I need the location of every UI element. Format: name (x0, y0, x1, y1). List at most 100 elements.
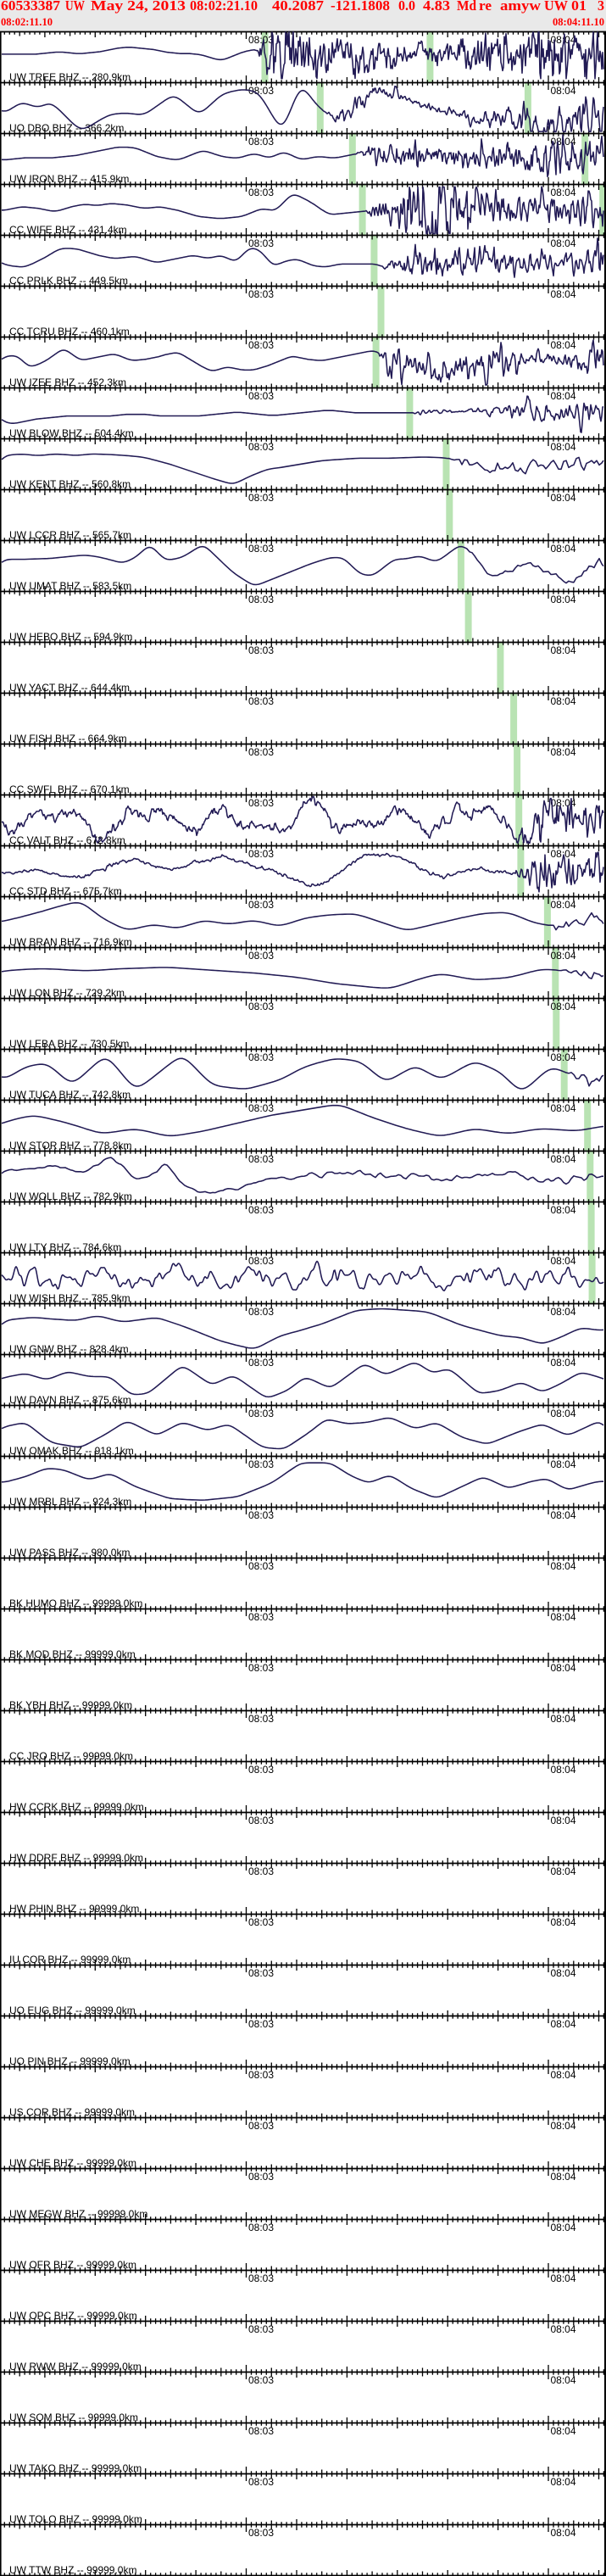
svg-text:08:04: 08:04 (551, 1509, 576, 1521)
svg-text:08:04: 08:04 (551, 2069, 576, 2081)
svg-text:08:04: 08:04 (551, 1611, 576, 1623)
svg-text:UO EUG BHZ -- 99999.0km: UO EUG BHZ -- 99999.0km (9, 2004, 136, 2016)
svg-text:UW CHE BHZ -- 99999.0km: UW CHE BHZ -- 99999.0km (9, 2157, 136, 2169)
svg-text:08:04: 08:04 (551, 187, 576, 198)
svg-text:UW MEGW BHZ -- 99999.0km: UW MEGW BHZ -- 99999.0km (9, 2208, 147, 2220)
svg-text:HW DDRF BHZ -- 99999.0km: HW DDRF BHZ -- 99999.0km (9, 1852, 143, 1864)
svg-text:08:03: 08:03 (248, 1916, 274, 1928)
svg-text:UW BRAN BHZ -- 716.9km: UW BRAN BHZ -- 716.9km (9, 936, 132, 948)
svg-text:UW: UW (65, 0, 85, 14)
svg-text:UW LTY BHZ -- 784.6km: UW LTY BHZ -- 784.6km (9, 1241, 121, 1253)
svg-text:08:04: 08:04 (551, 950, 576, 962)
svg-text:08:03: 08:03 (248, 1967, 274, 1979)
svg-text:08:03: 08:03 (248, 950, 274, 962)
svg-text:UW TAKO BHZ -- 99999.0km: UW TAKO BHZ -- 99999.0km (9, 2462, 142, 2474)
svg-text:08:04: 08:04 (551, 1560, 576, 1572)
svg-text:08:04: 08:04 (551, 1865, 576, 1877)
svg-text:08:04: 08:04 (551, 1713, 576, 1725)
svg-text:08:03: 08:03 (248, 441, 274, 453)
svg-text:08:03: 08:03 (248, 2120, 274, 2132)
svg-text:08:04: 08:04 (551, 1916, 576, 1928)
svg-text:08:04: 08:04 (551, 848, 576, 860)
svg-text:40.2087: 40.2087 (272, 0, 325, 14)
svg-text:08:04:11.10: 08:04:11.10 (553, 16, 604, 28)
svg-text:08:03: 08:03 (248, 2272, 274, 2284)
svg-text:08:03: 08:03 (248, 1204, 274, 1216)
svg-text:08:03: 08:03 (248, 2018, 274, 2030)
svg-text:08:03: 08:03 (248, 1001, 274, 1012)
svg-text:UW LON BHZ -- 729.2km: UW LON BHZ -- 729.2km (9, 987, 125, 999)
svg-text:UW OMAK BHZ -- 918.1km: UW OMAK BHZ -- 918.1km (9, 1445, 134, 1457)
svg-text:4.83: 4.83 (423, 0, 450, 14)
svg-text:08:03: 08:03 (248, 848, 274, 860)
svg-text:08:04: 08:04 (551, 237, 576, 249)
svg-text:08:03: 08:03 (248, 899, 274, 911)
svg-text:08:03: 08:03 (248, 85, 274, 97)
svg-text:08:03: 08:03 (248, 1153, 274, 1165)
svg-text:08:03: 08:03 (248, 594, 274, 605)
svg-text:08:04: 08:04 (551, 1815, 576, 1826)
svg-text:CC STD BHZ -- 675.7km: CC STD BHZ -- 675.7km (9, 885, 122, 897)
svg-text:08:03: 08:03 (248, 1764, 274, 1776)
svg-text:08:04: 08:04 (551, 1102, 576, 1114)
svg-text:CC WIFE BHZ -- 431.4km: CC WIFE BHZ -- 431.4km (9, 224, 127, 236)
svg-text:UW BLOW BHZ -- 504.4km: UW BLOW BHZ -- 504.4km (9, 427, 134, 439)
svg-text:HW PHIN BHZ -- 99999.0km: HW PHIN BHZ -- 99999.0km (9, 1903, 139, 1915)
svg-text:08:03: 08:03 (248, 746, 274, 758)
svg-text:CC JRO BHZ -- 99999.0km: CC JRO BHZ -- 99999.0km (9, 1750, 133, 1762)
svg-text:08:03: 08:03 (248, 644, 274, 656)
svg-text:08:04: 08:04 (551, 2120, 576, 2132)
svg-text:08:03: 08:03 (248, 237, 274, 249)
svg-text:08:03: 08:03 (248, 1051, 274, 1063)
svg-text:08:03: 08:03 (248, 288, 274, 300)
svg-text:UO PIN BHZ -- 99999.0km: UO PIN BHZ -- 99999.0km (9, 2055, 131, 2067)
svg-text:UW IZEE BHZ -- 452.3km: UW IZEE BHZ -- 452.3km (9, 376, 126, 388)
svg-text:-121.1808: -121.1808 (331, 0, 390, 14)
svg-text:UW RWW BHZ -- 99999.0km: UW RWW BHZ -- 99999.0km (9, 2361, 142, 2372)
svg-text:08:04: 08:04 (551, 2272, 576, 2284)
svg-text:08:03: 08:03 (248, 339, 274, 351)
svg-text:0.0: 0.0 (398, 0, 415, 14)
svg-text:UW SQM BHZ -- 99999.0km: UW SQM BHZ -- 99999.0km (9, 2412, 138, 2423)
svg-text:08:04: 08:04 (551, 288, 576, 300)
svg-text:08:04: 08:04 (551, 543, 576, 555)
svg-text:08:04: 08:04 (551, 644, 576, 656)
svg-text:08:03: 08:03 (248, 390, 274, 402)
svg-text:08:02:21.10: 08:02:21.10 (190, 0, 258, 14)
svg-text:08:03: 08:03 (248, 492, 274, 504)
svg-text:08:04: 08:04 (551, 1306, 576, 1318)
svg-text:08:03: 08:03 (248, 1815, 274, 1826)
svg-text:re: re (479, 0, 492, 14)
svg-text:08:04: 08:04 (551, 2171, 576, 2183)
svg-text:UW YACT BHZ -- 644.4km: UW YACT BHZ -- 644.4km (9, 682, 130, 694)
svg-text:amyw: amyw (500, 0, 542, 14)
svg-text:08:03: 08:03 (248, 2323, 274, 2335)
svg-text:UW WISH BHZ -- 785.9km: UW WISH BHZ -- 785.9km (9, 1292, 131, 1304)
svg-text:CC SWFL BHZ -- 670.1km: CC SWFL BHZ -- 670.1km (9, 783, 130, 795)
svg-text:IU COR BHZ -- 99999.0km: IU COR BHZ -- 99999.0km (9, 1954, 131, 1965)
svg-text:UW TREE BHZ -- 280.9km: UW TREE BHZ -- 280.9km (9, 71, 131, 83)
svg-text:UW: UW (544, 0, 568, 14)
svg-text:08:03: 08:03 (248, 2374, 274, 2386)
svg-text:UW MRBL BHZ -- 924.3km: UW MRBL BHZ -- 924.3km (9, 1496, 131, 1508)
svg-text:08:04: 08:04 (551, 695, 576, 707)
svg-text:08:04: 08:04 (551, 1204, 576, 1216)
svg-text:UW TUCA BHZ -- 742.8km: UW TUCA BHZ -- 742.8km (9, 1089, 131, 1101)
svg-text:08:03: 08:03 (248, 1408, 274, 1419)
svg-text:UW TTW BHZ -- 99999.0km: UW TTW BHZ -- 99999.0km (9, 2564, 136, 2576)
svg-text:08:03: 08:03 (248, 1306, 274, 1318)
svg-text:08:03: 08:03 (248, 695, 274, 707)
svg-text:US COR BHZ -- 99999.0km: US COR BHZ -- 99999.0km (9, 2106, 135, 2118)
svg-text:08:03: 08:03 (248, 2527, 274, 2539)
svg-text:UW OFR BHZ -- 99999.0km: UW OFR BHZ -- 99999.0km (9, 2259, 136, 2271)
svg-text:08:03: 08:03 (248, 2171, 274, 2183)
svg-text:08:03: 08:03 (248, 797, 274, 809)
svg-text:BK HUMO BHZ -- 99999.0km: BK HUMO BHZ -- 99999.0km (9, 1597, 142, 1609)
svg-text:08:03: 08:03 (248, 1102, 274, 1114)
svg-text:08:04: 08:04 (551, 2018, 576, 2030)
svg-text:08:03: 08:03 (248, 1255, 274, 1267)
svg-text:08:04: 08:04 (551, 1255, 576, 1267)
svg-text:08:04: 08:04 (551, 2527, 576, 2539)
svg-text:May 24, 2013: May 24, 2013 (91, 0, 186, 14)
svg-text:08:03: 08:03 (248, 1357, 274, 1369)
